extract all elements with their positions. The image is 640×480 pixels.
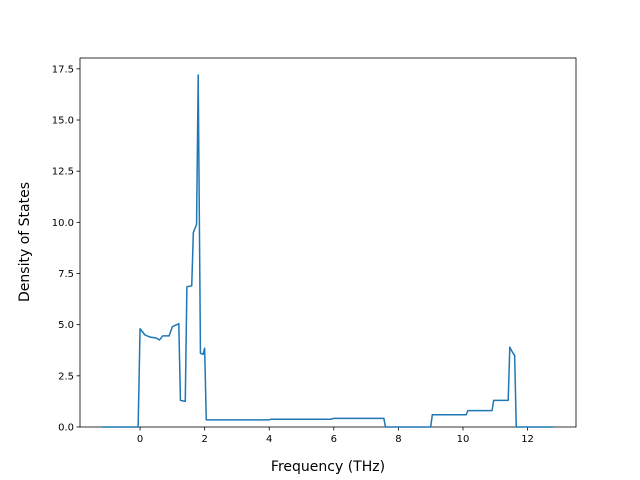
x-tick-label: 10 [457,434,470,445]
x-tick-label: 4 [266,434,272,445]
x-tick-label: 0 [137,434,143,445]
y-tick-label: 10.0 [52,218,74,229]
plot-frame [79,57,577,428]
x-axis-label: Frequency (THz) [271,459,385,475]
y-tick-label: 0.0 [58,423,74,434]
x-tick-label: 12 [521,434,534,445]
x-tick-label: 8 [395,434,401,445]
y-tick-label: 12.5 [52,167,74,178]
y-tick-label: 17.5 [52,64,74,75]
x-tick-label: 6 [331,434,337,445]
y-tick-label: 15.0 [52,116,74,127]
series-line [101,74,554,428]
y-tick-label: 7.5 [58,269,74,280]
y-axis-label: Density of States [17,182,33,302]
y-tick-label: 2.5 [58,371,74,382]
y-tick-label: 5.0 [58,320,74,331]
x-tick-label: 2 [201,434,207,445]
